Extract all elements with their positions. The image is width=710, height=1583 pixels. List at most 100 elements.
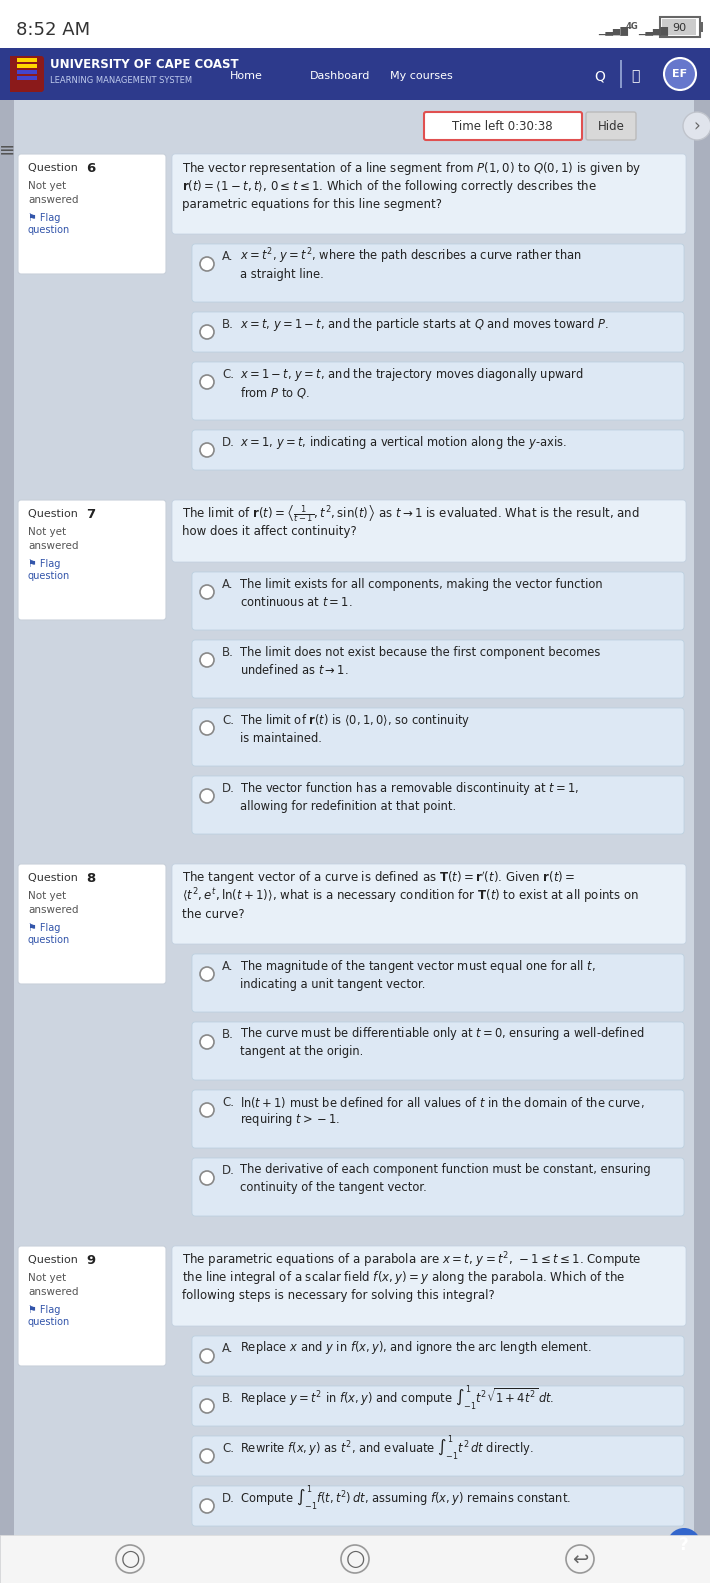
Text: My courses: My courses — [390, 71, 453, 81]
Bar — [10, 55, 27, 92]
Text: $\mathbf{r}(t)=\langle 1-t,t\rangle,\,0\leq t\leq 1$. Which of the following cor: $\mathbf{r}(t)=\langle 1-t,t\rangle,\,0\… — [182, 177, 597, 195]
Text: the curve?: the curve? — [182, 907, 245, 920]
Circle shape — [200, 1349, 214, 1363]
Text: Not yet: Not yet — [28, 891, 66, 901]
Text: B.: B. — [222, 318, 234, 331]
Bar — [0, 47, 710, 100]
Circle shape — [200, 443, 214, 457]
Text: question: question — [28, 1317, 70, 1327]
FancyBboxPatch shape — [192, 1436, 684, 1475]
Text: A.: A. — [222, 1341, 234, 1355]
Text: The vector function has a removable discontinuity at $t=1$,: The vector function has a removable disc… — [240, 779, 579, 796]
FancyBboxPatch shape — [192, 1159, 684, 1216]
Text: Replace $y=t^2$ in $f(x,y)$ and compute $\int_{-1}^{1}t^2\sqrt{1+4t^2}\,dt$.: Replace $y=t^2$ in $f(x,y)$ and compute … — [240, 1384, 555, 1412]
Text: allowing for redefinition at that point.: allowing for redefinition at that point. — [240, 799, 456, 812]
Text: ↩: ↩ — [572, 1550, 588, 1569]
Text: indicating a unit tangent vector.: indicating a unit tangent vector. — [240, 977, 425, 991]
Text: tangent at the origin.: tangent at the origin. — [240, 1045, 364, 1059]
Text: Not yet: Not yet — [28, 527, 66, 537]
FancyBboxPatch shape — [10, 55, 44, 92]
FancyBboxPatch shape — [172, 864, 686, 943]
Text: Rewrite $f(x,y)$ as $t^2$, and evaluate $\int_{-1}^{1}t^2\,dt$ directly.: Rewrite $f(x,y)$ as $t^2$, and evaluate … — [240, 1434, 533, 1463]
Text: Replace $x$ and $y$ in $f(x,y)$, and ignore the arc length element.: Replace $x$ and $y$ in $f(x,y)$, and ign… — [240, 1339, 592, 1357]
Circle shape — [200, 1171, 214, 1186]
Text: D.: D. — [222, 1491, 235, 1504]
Text: The limit exists for all components, making the vector function: The limit exists for all components, mak… — [240, 578, 603, 590]
Text: the line integral of a scalar field $f(x,y)=y$ along the parabola. Which of the: the line integral of a scalar field $f(x… — [182, 1270, 626, 1287]
Circle shape — [566, 1545, 594, 1574]
Text: $x=1-t,\,y=t$, and the trajectory moves diagonally upward: $x=1-t,\,y=t$, and the trajectory moves … — [240, 366, 584, 383]
Text: ›: › — [694, 117, 700, 135]
Text: 7: 7 — [86, 508, 95, 521]
Text: Question: Question — [28, 1566, 82, 1575]
Text: B.: B. — [222, 1391, 234, 1404]
Text: 9: 9 — [86, 1254, 95, 1266]
Circle shape — [200, 1035, 214, 1050]
Text: UNIVERSITY OF CAPE COAST: UNIVERSITY OF CAPE COAST — [50, 57, 239, 71]
Text: Question: Question — [28, 163, 82, 173]
Circle shape — [116, 1545, 144, 1574]
FancyBboxPatch shape — [424, 112, 582, 139]
Text: answered: answered — [28, 1287, 79, 1296]
Text: following steps is necessary for solving this integral?: following steps is necessary for solving… — [182, 1290, 495, 1303]
Text: question: question — [28, 936, 70, 945]
Text: The limit of $\mathbf{r}(t)=\left\langle\frac{1}{t-1},t^2,\sin(t)\right\rangle$ : The limit of $\mathbf{r}(t)=\left\langle… — [182, 503, 640, 526]
Circle shape — [200, 1499, 214, 1513]
Text: how does it affect continuity?: how does it affect continuity? — [182, 526, 356, 538]
FancyBboxPatch shape — [18, 1556, 166, 1583]
Circle shape — [200, 1448, 214, 1463]
Circle shape — [683, 112, 710, 139]
Circle shape — [200, 325, 214, 339]
FancyBboxPatch shape — [192, 431, 684, 470]
Text: ⚑ Flag: ⚑ Flag — [28, 1304, 60, 1315]
Text: Time left 0:30:38: Time left 0:30:38 — [452, 119, 552, 133]
Text: $\langle t^2,e^t,\ln(t+1)\rangle$, what is a necessary condition for $\mathbf{T}: $\langle t^2,e^t,\ln(t+1)\rangle$, what … — [182, 886, 639, 905]
Text: 10: 10 — [86, 1564, 104, 1577]
Text: 8:52 AM: 8:52 AM — [16, 21, 90, 40]
Bar — [700, 22, 703, 32]
Bar — [17, 70, 37, 74]
Text: ○: ○ — [120, 1550, 140, 1569]
Text: $x=1,\,y=t$, indicating a vertical motion along the $y$-axis.: $x=1,\,y=t$, indicating a vertical motio… — [240, 434, 567, 451]
FancyBboxPatch shape — [192, 571, 684, 630]
Text: LEARNING MANAGEMENT SYSTEM: LEARNING MANAGEMENT SYSTEM — [50, 76, 192, 84]
Text: 8: 8 — [86, 872, 95, 885]
Bar — [17, 59, 37, 62]
Bar — [620, 60, 621, 89]
Text: A.: A. — [222, 250, 234, 263]
FancyBboxPatch shape — [172, 500, 686, 562]
FancyBboxPatch shape — [18, 864, 166, 985]
Text: ○: ○ — [345, 1550, 365, 1569]
FancyBboxPatch shape — [192, 312, 684, 351]
Text: ▁▃▅▇: ▁▃▅▇ — [598, 25, 628, 35]
Text: 90: 90 — [672, 24, 686, 33]
Text: Hide: Hide — [598, 119, 624, 133]
Text: 4G: 4G — [626, 22, 639, 30]
Text: Question: Question — [28, 1255, 82, 1265]
FancyBboxPatch shape — [192, 1486, 684, 1526]
Bar — [0, 100, 14, 1583]
Text: C.: C. — [222, 367, 234, 380]
Text: ?: ? — [679, 1536, 689, 1555]
FancyBboxPatch shape — [192, 244, 684, 302]
Text: B.: B. — [222, 646, 234, 659]
FancyBboxPatch shape — [192, 640, 684, 698]
Text: undefined as $t\to 1$.: undefined as $t\to 1$. — [240, 663, 349, 678]
Text: question: question — [28, 571, 70, 581]
Circle shape — [200, 586, 214, 598]
Text: D.: D. — [222, 782, 235, 795]
Text: Q: Q — [594, 70, 606, 82]
Text: Evaluate the indefinite integral of a vector function $\mathbf{r}(t)=\langle t,e: Evaluate the indefinite integral of a ve… — [182, 1561, 633, 1580]
FancyBboxPatch shape — [192, 1336, 684, 1376]
Text: requiring $t>-1$.: requiring $t>-1$. — [240, 1111, 340, 1129]
FancyBboxPatch shape — [192, 776, 684, 834]
Circle shape — [200, 375, 214, 389]
Text: The curve must be differentiable only at $t=0$, ensuring a well-defined: The curve must be differentiable only at… — [240, 1026, 645, 1043]
Text: A.: A. — [222, 959, 234, 972]
Text: ⚑ Flag: ⚑ Flag — [28, 559, 60, 568]
FancyBboxPatch shape — [18, 1246, 166, 1366]
Text: B.: B. — [222, 1027, 234, 1040]
FancyBboxPatch shape — [192, 363, 684, 419]
Text: D.: D. — [222, 1164, 235, 1176]
Text: is maintained.: is maintained. — [240, 731, 322, 744]
